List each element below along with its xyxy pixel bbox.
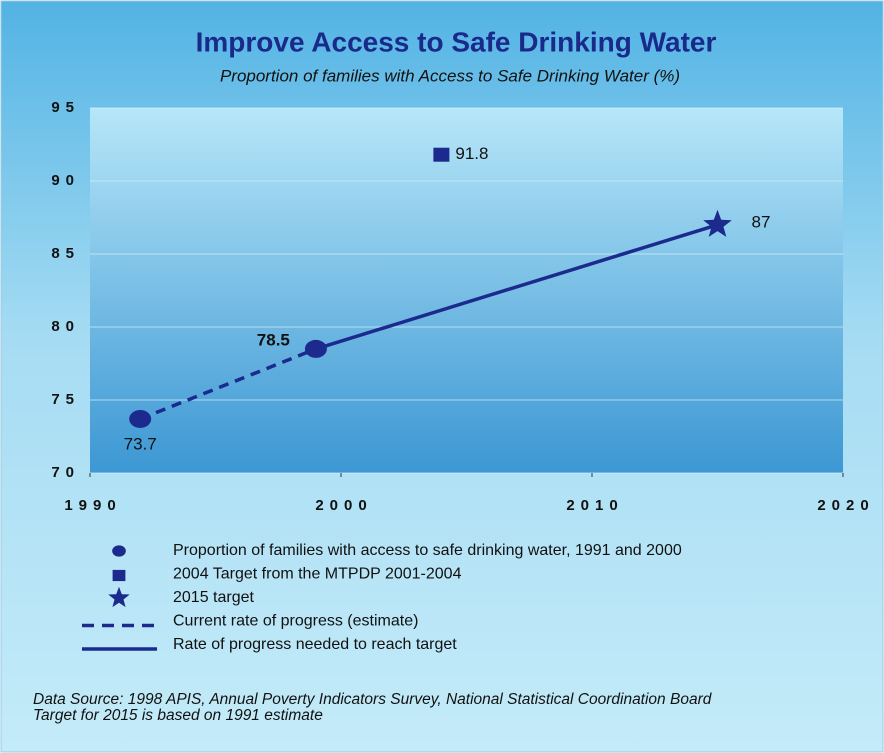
y-tick-label: 70	[51, 464, 80, 481]
y-tick-label: 80	[51, 318, 80, 335]
data-label: 78.5	[257, 330, 290, 349]
data-label: 73.7	[124, 434, 157, 453]
x-tick-label: 2020	[817, 497, 874, 514]
legend-label: Rate of progress needed to reach target	[173, 636, 457, 653]
data-label: 91.8	[455, 144, 488, 163]
point	[433, 147, 450, 162]
y-tick-label: 90	[51, 172, 80, 189]
plot-area	[90, 108, 843, 473]
series-line	[139, 347, 317, 421]
legend-marker	[112, 545, 126, 557]
legend-marker	[112, 569, 126, 582]
chart-subtitle: Proportion of families with Access to Sa…	[220, 66, 680, 85]
legend-label: Current rate of progress (estimate)	[173, 613, 418, 630]
x-tick-label: 2000	[315, 497, 372, 514]
legend-label: Proportion of families with access to sa…	[173, 542, 682, 559]
point	[304, 339, 327, 358]
y-tick-label: 95	[51, 99, 80, 116]
y-tick-label: 75	[51, 391, 80, 408]
point	[703, 209, 732, 237]
legend-label: 2015 target	[173, 589, 255, 606]
chart-title: Improve Access to Safe Drinking Water	[196, 26, 717, 57]
note: Data Source: 1998 APIS, Annual Poverty I…	[33, 691, 713, 708]
legend-label: 2004 Target from the MTPDP 2001-2004	[173, 566, 462, 583]
data-label: 87	[752, 212, 771, 231]
legend-marker	[108, 586, 130, 608]
point	[129, 409, 152, 428]
y-tick-label: 85	[51, 245, 80, 262]
series-line	[315, 223, 719, 351]
x-tick-label: 2010	[566, 497, 623, 514]
x-tick-label: 1990	[64, 497, 121, 514]
note: Target for 2015 is based on 1991 estimat…	[33, 707, 323, 724]
